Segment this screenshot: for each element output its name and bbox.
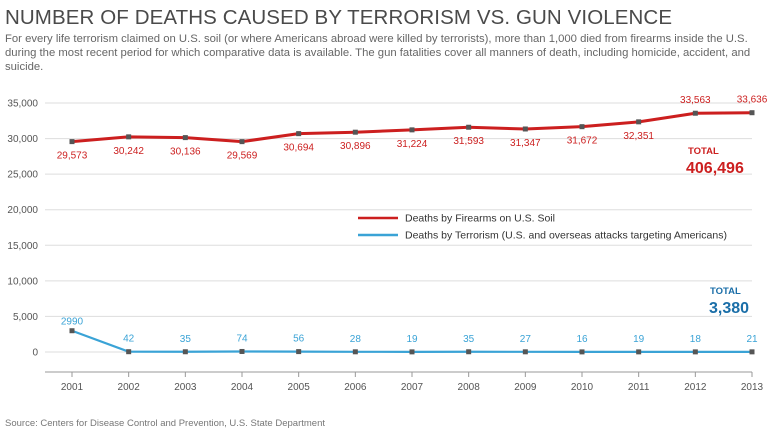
firearms-data-label: 31,672 [567,136,598,147]
x-tick-label: 2013 [741,382,764,393]
firearms-data-label: 30,694 [283,143,314,154]
firearms-data-label: 33,636 [737,95,768,106]
terrorism-data-label: 42 [123,334,135,345]
terrorism-data-label: 18 [690,334,702,345]
firearms-data-label: 29,573 [57,151,88,162]
x-tick-label: 2004 [231,382,254,393]
firearms-data-label: 31,224 [397,139,428,150]
terrorism-point [69,328,75,334]
legend-label-terrorism: Deaths by Terrorism (U.S. and overseas a… [405,230,727,242]
x-tick-label: 2007 [401,382,424,393]
terrorism-data-label: 74 [236,333,248,344]
firearms-point [409,127,415,133]
terrorism-data-label: 19 [406,334,418,345]
x-tick-label: 2011 [628,382,650,393]
firearms-total-label: TOTAL [688,146,719,157]
terrorism-total-label: TOTAL [710,286,741,297]
y-tick-label: 35,000 [7,99,38,110]
terrorism-point [409,349,415,355]
y-tick-label: 25,000 [7,170,38,181]
firearms-point [466,124,472,130]
firearms-data-label: 32,351 [623,131,654,142]
firearms-total-value: 406,496 [686,160,744,177]
terrorism-total-value: 3,380 [709,300,749,317]
firearms-data-label: 30,242 [113,146,144,157]
terrorism-data-label: 21 [746,334,758,345]
firearms-point [522,126,528,132]
terrorism-data-label: 19 [633,334,645,345]
firearms-data-label: 33,563 [680,95,711,106]
chart-subtitle: For every life terrorism claimed on U.S.… [5,33,751,73]
terrorism-data-label: 35 [180,334,192,345]
firearms-data-label: 29,569 [227,151,258,162]
y-tick-label: 15,000 [7,241,38,252]
y-tick-label: 5,000 [13,312,38,323]
terrorism-point [466,349,472,355]
x-tick-label: 2009 [514,382,537,393]
y-tick-label: 20,000 [7,205,38,216]
terrorism-data-label: 27 [520,334,532,345]
terrorism-point [239,348,245,354]
firearms-data-label: 30,896 [340,141,371,152]
terrorism-point [296,349,302,355]
x-tick-label: 2012 [684,382,707,393]
terrorism-data-label: 16 [576,334,588,345]
firearms-point [296,131,302,137]
x-tick-label: 2001 [61,382,84,393]
y-tick-label: 10,000 [7,276,38,287]
firearms-point [352,129,358,135]
firearms-point [692,110,698,116]
terrorism-point [182,349,188,355]
firearms-point [69,139,75,145]
firearms-point [636,119,642,125]
x-tick-label: 2006 [344,382,367,393]
y-tick-label: 30,000 [7,134,38,145]
terrorism-point [692,349,698,355]
x-tick-label: 2010 [571,382,594,393]
firearms-data-label: 30,136 [170,147,201,158]
terrorism-point [126,349,132,355]
firearms-data-label: 31,593 [453,136,484,147]
firearms-point [749,110,755,116]
firearms-point [579,124,585,130]
firearms-data-label: 31,347 [510,138,541,149]
terrorism-data-label: 2990 [61,317,84,328]
terrorism-point [522,349,528,355]
terrorism-data-label: 56 [293,334,305,345]
source-note: Source: Centers for Disease Control and … [5,418,325,429]
terrorism-point [636,349,642,355]
y-tick-label: 0 [32,348,38,359]
firearms-point [126,134,132,140]
terrorism-point [579,349,585,355]
legend-label-firearms: Deaths by Firearms on U.S. Soil [405,213,555,225]
terrorism-point [749,349,755,355]
x-tick-label: 2005 [288,382,311,393]
terrorism-point [352,349,358,355]
chart-title: NUMBER OF DEATHS CAUSED BY TERRORISM VS.… [5,6,673,29]
firearms-point [182,135,188,141]
x-tick-label: 2008 [458,382,481,393]
x-tick-label: 2002 [118,382,141,393]
x-tick-label: 2003 [174,382,197,393]
terrorism-data-label: 28 [350,334,362,345]
firearms-point [239,139,245,145]
terrorism-data-label: 35 [463,334,475,345]
